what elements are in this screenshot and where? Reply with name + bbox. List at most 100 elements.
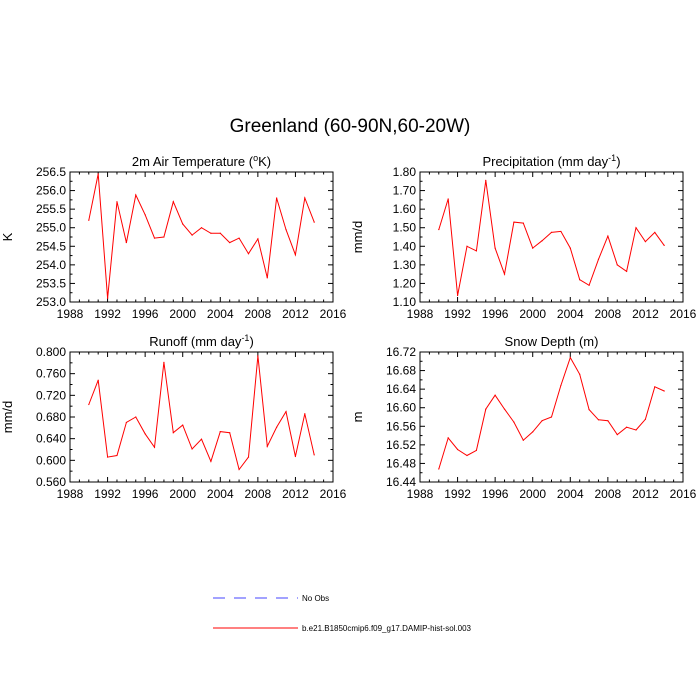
x-tick-label: 1988 [407, 487, 434, 501]
panel-title-tail: ) [616, 154, 620, 169]
data-point [635, 227, 637, 229]
x-tick-label: 2012 [632, 487, 659, 501]
y-axis-label: mm/d [350, 221, 365, 254]
x-tick-label: 1996 [482, 487, 509, 501]
data-point [294, 254, 297, 256]
y-tick-label: 16.72 [386, 345, 416, 359]
data-point [522, 439, 524, 441]
y-tick-label: 0.560 [36, 475, 66, 489]
data-point [106, 456, 109, 458]
data-point [229, 432, 231, 434]
data-point [172, 201, 174, 203]
data-point [456, 448, 459, 451]
panel-title-tail: K) [258, 154, 271, 169]
data-point [654, 386, 656, 388]
x-tick-label: 2016 [670, 487, 697, 501]
data-point [144, 433, 146, 435]
data-point [616, 434, 618, 436]
x-tick-label: 2016 [320, 487, 347, 501]
data-point [238, 237, 240, 239]
data-point [182, 223, 184, 225]
x-tick-label: 2004 [207, 487, 234, 501]
data-point [294, 455, 297, 458]
x-tick-label: 2004 [557, 487, 584, 501]
x-tick-label: 2016 [670, 307, 697, 321]
data-point [597, 419, 600, 421]
data-point [238, 468, 240, 471]
x-tick-label: 1988 [57, 487, 84, 501]
x-tick-label: 1988 [407, 307, 434, 321]
panel-title-sup: o [253, 153, 258, 163]
plot-frame [419, 171, 684, 303]
y-tick-label: 253.0 [36, 295, 66, 309]
data-point [503, 273, 506, 275]
data-point [200, 227, 203, 229]
data-point [88, 219, 90, 221]
panel-title: Runoff (mm day-1) [149, 333, 254, 349]
data-point [247, 456, 250, 458]
data-point [466, 245, 468, 247]
data-point [285, 410, 287, 413]
panel-title: Snow Depth (m) [505, 334, 599, 349]
chart-panel-1: 1988 1992 1996 2000 2004 2008 2012 2016 253.0 253… [0, 153, 347, 321]
data-point [304, 197, 306, 199]
chart-panel-3: 1988 1992 1996 2000 2004 2008 2012 2016 0.560 0.6… [0, 333, 347, 501]
data-point [438, 228, 440, 231]
data-point [579, 279, 581, 281]
data-point [541, 240, 543, 242]
data-point [285, 228, 287, 231]
panel-title-sup: -1 [241, 333, 249, 343]
data-point [163, 236, 165, 238]
y-axis-label: m [350, 412, 365, 423]
series-line-1 [88, 355, 315, 471]
data-point [485, 179, 487, 181]
data-point [266, 277, 268, 279]
data-point [579, 373, 581, 375]
x-tick-label: 1992 [444, 487, 471, 501]
y-tick-label: 1.10 [393, 295, 417, 309]
y-tick-label: 16.68 [386, 364, 416, 378]
data-point [153, 237, 156, 239]
data-point [513, 221, 515, 223]
data-point [97, 173, 99, 175]
data-point [541, 420, 543, 422]
data-point [569, 247, 571, 249]
data-point [247, 253, 250, 255]
y-tick-label: 256.5 [36, 165, 66, 179]
x-tick-label: 2008 [245, 487, 272, 501]
data-point [304, 413, 306, 415]
data-point [456, 294, 459, 297]
data-point [191, 234, 193, 236]
data-point [503, 408, 506, 410]
data-point [597, 258, 600, 260]
data-point [494, 247, 496, 249]
x-tick-label: 1992 [444, 307, 471, 321]
x-tick-label: 2016 [320, 307, 347, 321]
data-point [97, 379, 99, 381]
y-tick-label: 255.5 [36, 202, 66, 216]
y-tick-label: 0.760 [36, 367, 66, 381]
data-point [588, 284, 590, 286]
y-axis-label: mm/d [0, 401, 15, 434]
data-point [607, 420, 609, 422]
data-point [210, 232, 212, 234]
data-point [191, 448, 193, 450]
data-point [447, 437, 449, 439]
y-tick-label: 0.600 [36, 453, 66, 467]
y-tick-label: 1.60 [393, 202, 417, 216]
x-tick-label: 1996 [132, 307, 159, 321]
y-tick-label: 1.30 [393, 258, 417, 272]
legend: No Obs b.e21.B1850cmip6.f09_g17.DAMIP-his… [213, 594, 472, 633]
data-point [532, 431, 534, 433]
y-tick-label: 16.56 [386, 419, 416, 433]
data-point [663, 244, 665, 246]
data-point [163, 361, 165, 363]
data-point [663, 390, 665, 392]
x-tick-label: 2008 [245, 307, 272, 321]
x-tick-label: 1992 [94, 487, 121, 501]
data-point [569, 356, 571, 359]
data-point [550, 231, 553, 233]
panel-title: 2m Air Temperature (oK) [132, 153, 271, 169]
x-tick-label: 2000 [169, 487, 196, 501]
